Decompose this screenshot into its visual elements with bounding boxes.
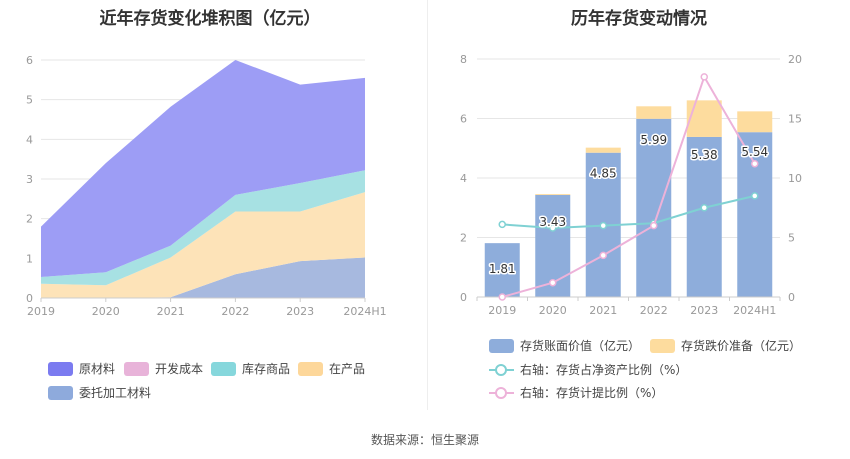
line-point-net-asset-ratio [700,204,708,212]
area-series-库存商品 [41,170,365,286]
left-x-tick-label: 2021 [157,305,185,318]
legend-item-finished-goods[interactable]: 库存商品 [211,360,290,377]
line-point-provision-ratio [599,251,607,260]
legend-label: 存货账面价值（亿元） [520,339,641,353]
legend-item-consigned-material[interactable]: 委托加工材料 [48,384,151,401]
right-x-tick-label: 2023 [690,304,718,317]
area-series-委托加工材料 [41,257,365,298]
right-y2-tick-label: 20 [788,53,802,66]
line-point-provision-ratio [700,73,708,81]
right-y2-tick-label: 0 [788,291,795,304]
left-y-tick-label: 1 [26,252,33,265]
bar-book-value [636,118,672,297]
area-series-在产品 [41,192,365,298]
bar-data-label: 5.99 [640,133,667,147]
bar-data-label: 3.43 [539,215,566,229]
bar-impairment [737,111,773,133]
right-y-tick-label: 0 [460,291,467,304]
legend-item-impairment[interactable]: 存货跌价准备（亿元） [650,337,801,354]
legend-label: 右轴：存货占净资产比例（%） [520,363,688,377]
legend-label: 原材料 [79,362,116,376]
left-x-tick-label: 2019 [27,305,55,318]
right-x-tick-label: 2019 [488,304,516,317]
line-point-net-asset-ratio [498,220,506,229]
left-y-tick-label: 4 [26,133,33,146]
left-y-tick-label: 3 [26,173,33,186]
right-y2-tick-label: 10 [788,172,802,185]
left-y-tick-label: 6 [26,54,33,67]
right-y-tick-label: 2 [460,232,467,245]
legend-label: 委托加工材料 [79,386,152,400]
legend-label: 存货跌价准备（亿元） [681,339,802,353]
chart-divider [427,0,428,410]
legend-line-swatch [489,363,514,377]
bar-data-label: 4.85 [590,167,617,181]
line-point-net-asset-ratio [751,192,759,200]
legend-item-wip[interactable]: 在产品 [298,360,365,377]
legend-item-raw-material[interactable]: 原材料 [48,360,115,377]
legend-label: 库存商品 [242,362,291,376]
bar-book-value [686,136,722,297]
legend-swatch [298,361,323,376]
left-x-tick-label: 2022 [221,305,249,318]
legend-swatch [650,338,675,353]
bar-impairment [585,147,621,153]
right-x-tick-label: 2021 [589,304,617,317]
legend-item-provision-ratio[interactable]: 右轴：存货计提比例（%） [489,384,663,401]
legend-swatch [489,338,514,353]
line-series-provision-ratio [501,74,756,298]
bar-book-value [484,243,520,297]
left-x-tick-label: 2024H1 [343,305,386,318]
line-point-net-asset-ratio [549,224,557,232]
legend-swatch [48,385,73,400]
right-y-tick-label: 4 [460,172,467,185]
bar-data-label: 1.81 [489,262,516,276]
bar-impairment [686,100,722,137]
right-y2-tick-label: 15 [788,113,802,126]
legend-label: 右轴：存货计提比例（%） [520,386,664,400]
left-y-tick-label: 2 [26,213,33,226]
bar-book-value [737,132,773,297]
right-chart-title: 历年存货变动情况 [571,9,707,29]
left-x-tick-label: 2023 [286,305,314,318]
right-x-tick-label: 2020 [539,304,567,317]
bar-data-label: 5.54 [741,145,768,159]
legend-swatch [124,361,149,376]
legend-swatch [211,361,236,376]
legend-label: 在产品 [329,362,366,376]
area-series-原材料 [41,60,365,277]
left-chart-title: 近年存货变化堆积图（亿元） [99,9,321,29]
line-series-net-asset-ratio [502,194,755,229]
right-y-tick-label: 8 [460,53,467,66]
data-source-note: 数据来源：恒生聚源 [370,433,479,447]
legend-label: 开发成本 [155,362,204,376]
bar-data-label: 5.38 [691,148,718,162]
line-point-provision-ratio [751,159,759,168]
left-y-tick-label: 0 [26,292,33,305]
legend-line-swatch [489,386,514,400]
legend-swatch [48,361,73,376]
line-point-net-asset-ratio [599,221,607,230]
left-y-tick-label: 5 [26,94,33,107]
bar-impairment [535,194,571,195]
legend-item-net-asset-ratio[interactable]: 右轴：存货占净资产比例（%） [489,361,687,378]
line-point-provision-ratio [650,221,658,230]
line-point-provision-ratio [549,278,557,287]
right-x-tick-label: 2022 [640,304,668,317]
right-y-tick-label: 6 [460,113,467,126]
right-x-tick-label: 2024H1 [733,304,776,317]
line-point-provision-ratio [498,293,506,301]
right-y2-tick-label: 5 [788,232,795,245]
legend-item-book-value[interactable]: 存货账面价值（亿元） [489,337,640,354]
legend-item-dev-cost[interactable]: 开发成本 [124,360,203,377]
bar-impairment [636,106,672,119]
left-x-tick-label: 2020 [92,305,120,318]
